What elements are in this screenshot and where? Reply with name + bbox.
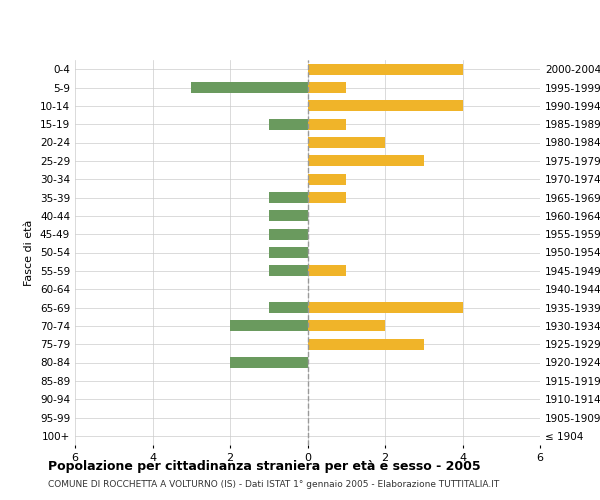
Bar xyxy=(308,174,346,184)
Text: COMUNE DI ROCCHETTA A VOLTURNO (IS) - Dati ISTAT 1° gennaio 2005 - Elaborazione : COMUNE DI ROCCHETTA A VOLTURNO (IS) - Da… xyxy=(48,480,499,489)
Bar xyxy=(269,266,308,276)
Bar xyxy=(308,338,424,349)
Bar xyxy=(191,82,308,93)
Bar xyxy=(308,137,385,148)
Bar xyxy=(308,302,463,313)
Text: Popolazione per cittadinanza straniera per età e sesso - 2005: Popolazione per cittadinanza straniera p… xyxy=(48,460,481,473)
Bar xyxy=(269,118,308,130)
Bar xyxy=(308,64,463,74)
Bar xyxy=(308,320,385,332)
Bar xyxy=(269,302,308,313)
Bar xyxy=(230,320,308,332)
Bar xyxy=(269,247,308,258)
Bar xyxy=(269,210,308,222)
Bar xyxy=(308,82,346,93)
Y-axis label: Fasce di età: Fasce di età xyxy=(25,220,34,286)
Bar xyxy=(308,156,424,166)
Bar xyxy=(269,192,308,203)
Bar xyxy=(308,118,346,130)
Bar xyxy=(308,100,463,112)
Bar xyxy=(308,192,346,203)
Bar xyxy=(308,266,346,276)
Bar xyxy=(230,357,308,368)
Bar xyxy=(269,228,308,239)
